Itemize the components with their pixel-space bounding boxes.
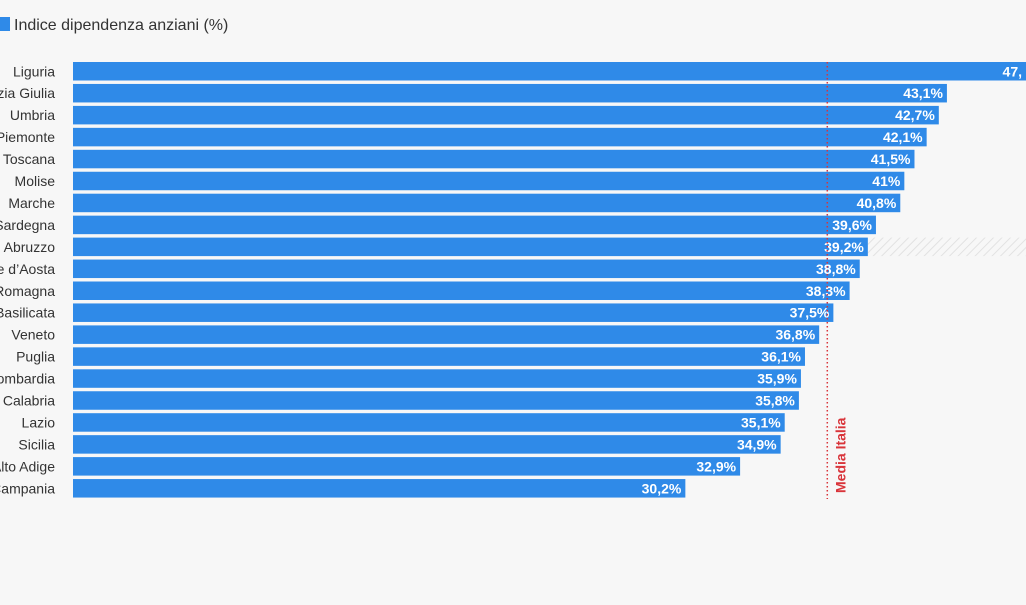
bar-5 — [73, 172, 904, 191]
legend: Indice dipendenza anziani (%) — [0, 17, 228, 34]
value-label: 35,8% — [755, 393, 795, 409]
category-labels: Liguria Friuli-Venezia Giulia Umbria Piemon… — [0, 63, 55, 496]
bar-1 — [73, 84, 947, 103]
category-label: Lazio — [22, 414, 56, 430]
bar-13 — [73, 347, 805, 366]
value-label: 38,3% — [806, 283, 846, 299]
value-label: 39,2% — [824, 239, 864, 255]
bar-2 — [73, 106, 939, 125]
category-label: Sicilia — [18, 436, 55, 452]
value-label: 35,9% — [757, 371, 797, 387]
value-label: 40,8% — [857, 195, 897, 211]
category-label: Sardegna — [0, 217, 55, 233]
value-label: 47, — [1003, 63, 1022, 79]
category-label: Friuli-Venezia Giulia — [0, 85, 55, 101]
category-label: Campania — [0, 480, 55, 496]
value-label: 37,5% — [790, 305, 830, 321]
bar-12 — [73, 325, 819, 344]
category-label: Marche — [8, 195, 55, 211]
reference-line-group: Media Italia — [827, 62, 848, 499]
value-label: 42,1% — [883, 129, 923, 145]
legend-label: Indice dipendenza anziani (%) — [14, 17, 228, 34]
category-label: Toscana — [3, 151, 55, 167]
value-label: 34,9% — [737, 436, 777, 452]
value-label: 41% — [872, 173, 901, 189]
bars — [73, 62, 1026, 498]
bar-8 — [73, 238, 868, 257]
category-label: Valle d’Aosta — [0, 261, 55, 277]
value-label: 36,1% — [761, 349, 801, 365]
bar-4 — [73, 150, 914, 169]
bar-0 — [73, 62, 1026, 81]
highlight-layer — [868, 238, 1026, 257]
bar-9 — [73, 260, 860, 279]
value-label: 35,1% — [741, 414, 781, 430]
legend-swatch — [0, 17, 10, 31]
value-label: 30,2% — [642, 480, 682, 496]
bar-19 — [73, 479, 685, 498]
value-label: 41,5% — [871, 151, 911, 167]
value-label: 38,8% — [816, 261, 856, 277]
category-label: Piemonte — [0, 129, 55, 145]
bar-7 — [73, 216, 876, 235]
category-label: Basilicata — [0, 305, 55, 321]
highlight-band — [868, 238, 1026, 257]
bar-10 — [73, 282, 850, 301]
category-label: Calabria — [3, 393, 55, 409]
value-label: 36,8% — [775, 327, 815, 343]
bar-6 — [73, 194, 900, 213]
bar-18 — [73, 457, 740, 476]
bar-17 — [73, 435, 781, 454]
category-label: Lombardia — [0, 371, 55, 387]
category-label: Umbria — [10, 107, 55, 123]
category-label: Liguria — [13, 63, 55, 79]
bar-11 — [73, 303, 833, 322]
category-label: Abruzzo — [4, 239, 56, 255]
category-label: Molise — [15, 173, 56, 189]
value-label: 39,6% — [832, 217, 872, 233]
bar-14 — [73, 369, 801, 388]
value-label: 42,7% — [895, 107, 935, 123]
reference-line-label: Media Italia — [832, 417, 848, 493]
bar-3 — [73, 128, 927, 147]
bar-16 — [73, 413, 785, 432]
value-label: 43,1% — [903, 85, 943, 101]
category-label: Trentino-Alto Adige — [0, 458, 55, 474]
value-label: 32,9% — [696, 458, 736, 474]
category-label: Puglia — [16, 349, 55, 365]
category-label: Veneto — [11, 327, 55, 343]
category-label: Emilia-Romagna — [0, 283, 55, 299]
bar-15 — [73, 391, 799, 410]
